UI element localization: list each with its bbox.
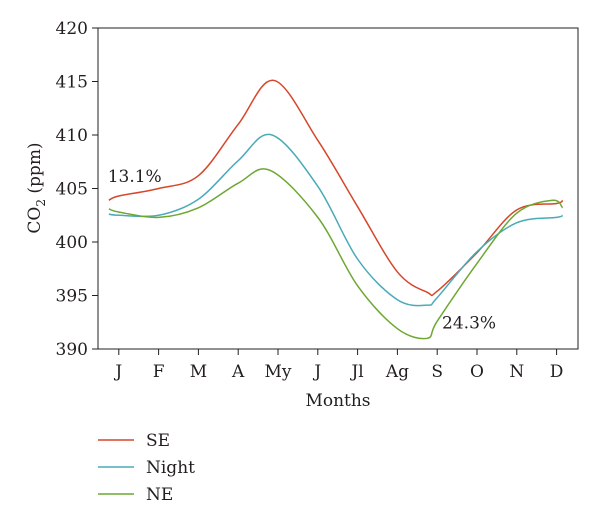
x-tick-label-4: A: [231, 362, 245, 382]
x-tick-label-11: N: [509, 362, 524, 382]
y-tick-label-410: 410: [56, 126, 88, 146]
plot-frame: [97, 27, 579, 350]
x-axis: J F M A My J Jl Ag S O N D: [113, 349, 563, 382]
series-line-ne: [108, 168, 564, 340]
y-tick-label-395: 395: [56, 287, 88, 307]
y-tick-label-405: 405: [56, 180, 88, 200]
series-layer: [108, 79, 564, 340]
y-axis-title-unit: (ppm): [25, 142, 45, 199]
x-tick-label-9: S: [431, 362, 443, 382]
x-tick-label-6: J: [312, 362, 321, 382]
legend-label-se: SE: [146, 431, 170, 451]
annotation-layer: 13.1% 24.3%: [108, 167, 496, 334]
y-tick-label-415: 415: [56, 73, 88, 93]
x-tick-label-7: Jl: [349, 362, 363, 382]
x-tick-label-2: F: [153, 362, 165, 382]
y-tick-label-400: 400: [56, 233, 88, 253]
y-axis-title-sub: 2: [34, 199, 48, 207]
x-tick-label-1: J: [113, 362, 122, 382]
legend: SE Night NE: [98, 431, 195, 505]
x-tick-label-8: Ag: [385, 362, 409, 382]
y-axis: 390 395 400 405 410 415 420: [56, 19, 98, 360]
legend-label-night: Night: [146, 458, 195, 478]
legend-label-ne: NE: [146, 485, 173, 505]
y-axis-title-main: CO: [25, 207, 45, 234]
annotation-1: 13.1%: [108, 167, 162, 187]
x-tick-label-12: D: [550, 362, 564, 382]
series-line-se: [108, 79, 564, 297]
series-line-night: [108, 133, 564, 307]
x-tick-label-3: M: [190, 362, 207, 382]
annotation-2: 24.3%: [442, 314, 496, 334]
y-tick-label-390: 390: [56, 340, 88, 360]
x-tick-label-10: O: [470, 362, 484, 382]
y-axis-title: CO2 (ppm): [25, 142, 48, 233]
x-axis-title: Months: [305, 391, 370, 411]
y-tick-label-420: 420: [56, 19, 88, 39]
x-tick-label-5: My: [264, 362, 291, 382]
